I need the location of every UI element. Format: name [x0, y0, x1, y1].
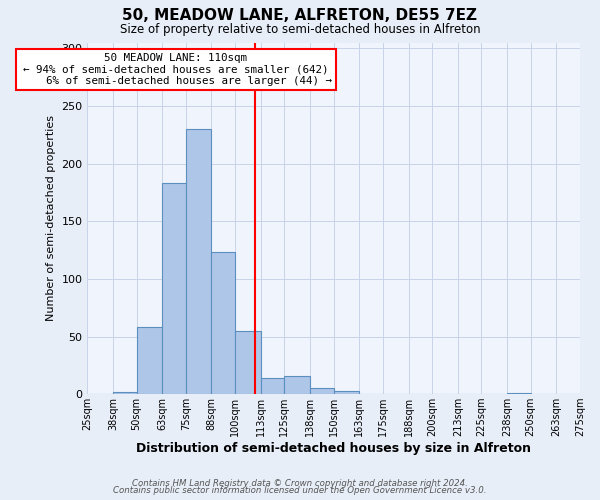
Bar [284, 376, 310, 394]
Bar [310, 388, 334, 394]
Bar [507, 393, 531, 394]
Text: 50, MEADOW LANE, ALFRETON, DE55 7EZ: 50, MEADOW LANE, ALFRETON, DE55 7EZ [122, 8, 478, 22]
Bar [235, 331, 261, 394]
Text: Contains HM Land Registry data © Crown copyright and database right 2024.: Contains HM Land Registry data © Crown c… [132, 478, 468, 488]
Bar [334, 390, 359, 394]
Bar [186, 129, 211, 394]
Bar [137, 328, 162, 394]
Y-axis label: Number of semi-detached properties: Number of semi-detached properties [46, 116, 56, 322]
Bar [261, 378, 284, 394]
Bar [162, 183, 186, 394]
X-axis label: Distribution of semi-detached houses by size in Alfreton: Distribution of semi-detached houses by … [136, 442, 531, 455]
Bar [113, 392, 137, 394]
Text: Size of property relative to semi-detached houses in Alfreton: Size of property relative to semi-detach… [119, 22, 481, 36]
Text: 50 MEADOW LANE: 110sqm
← 94% of semi-detached houses are smaller (642)
    6% of: 50 MEADOW LANE: 110sqm ← 94% of semi-det… [20, 53, 332, 86]
Bar [211, 252, 235, 394]
Text: Contains public sector information licensed under the Open Government Licence v3: Contains public sector information licen… [113, 486, 487, 495]
